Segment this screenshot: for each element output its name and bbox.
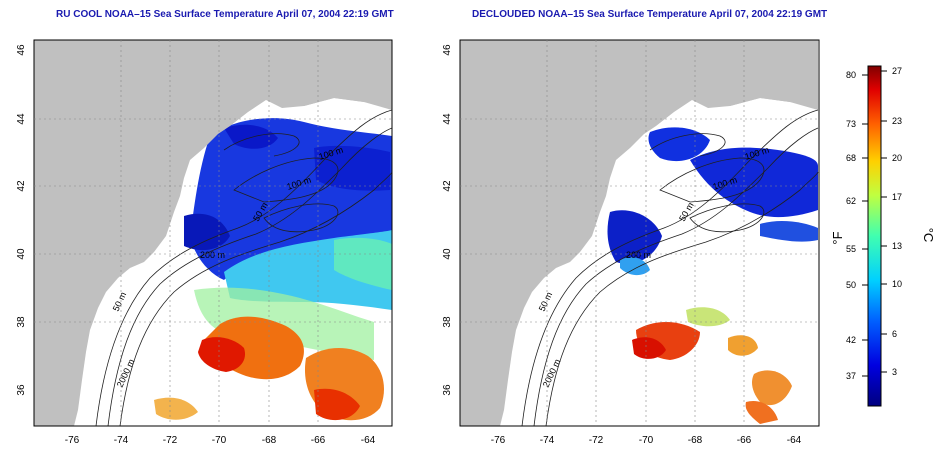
- right-lon-axis: -76 -74 -72 -70 -68 -66 -64: [491, 435, 802, 446]
- f-tick-label: 80: [846, 70, 856, 80]
- lat-tick-label: 38: [16, 316, 27, 328]
- c-tick-label: 23: [892, 116, 902, 126]
- celsius-label: °C: [921, 228, 936, 243]
- right-map-frame: [459, 39, 820, 427]
- lon-tick-label: -68: [262, 435, 277, 446]
- lon-tick-label: -76: [491, 435, 506, 446]
- lon-tick-label: -74: [114, 435, 129, 446]
- f-tick-label: 42: [846, 335, 856, 345]
- c-tick-label: 10: [892, 279, 902, 289]
- f-tick-label: 62: [846, 196, 856, 206]
- c-tick-label: 20: [892, 153, 902, 163]
- fahrenheit-label: °F: [830, 231, 845, 244]
- c-tick-label: 6: [892, 329, 897, 339]
- lon-tick-label: -64: [787, 435, 802, 446]
- right-map-panel: [460, 40, 819, 426]
- left-gridlines: [34, 40, 392, 426]
- lon-tick-label: -70: [639, 435, 654, 446]
- left-lon-axis: -76 -74 -72 -70 -68 -66 -64: [65, 435, 376, 446]
- lon-tick-label: -76: [65, 435, 80, 446]
- temperature-colorbar: 80 73 68 62 55 50 42 37 27 23 20 17 13 1…: [830, 65, 936, 407]
- contour-label: 200 m: [200, 250, 225, 260]
- right-lat-axis: 36 38 40 42 44 46: [442, 44, 453, 396]
- lat-tick-label: 44: [16, 113, 27, 125]
- lon-tick-label: -72: [163, 435, 178, 446]
- lon-tick-label: -64: [361, 435, 376, 446]
- lon-tick-label: -66: [311, 435, 326, 446]
- f-tick-label: 55: [846, 244, 856, 254]
- celsius-ticks: 27 23 20 17 13 10 6 3: [892, 66, 902, 377]
- lat-tick-label: 40: [16, 248, 27, 260]
- lat-tick-label: 46: [16, 44, 27, 56]
- lat-tick-label: 36: [442, 384, 453, 396]
- contour-label: 200 m: [626, 250, 651, 260]
- c-tick-label: 13: [892, 241, 902, 251]
- f-tick-label: 50: [846, 280, 856, 290]
- lat-tick-label: 42: [442, 180, 453, 192]
- c-tick-label: 27: [892, 66, 902, 76]
- lon-tick-label: -74: [540, 435, 555, 446]
- f-tick-label: 37: [846, 371, 856, 381]
- fahrenheit-ticks: 80 73 68 62 55 50 42 37: [846, 70, 856, 381]
- left-map-panel: [34, 40, 392, 426]
- left-lat-axis: 36 38 40 42 44 46: [16, 44, 27, 396]
- fahrenheit-tick-marks: [862, 70, 887, 377]
- colorbar-gradient: [867, 65, 882, 407]
- c-tick-label: 3: [892, 367, 897, 377]
- f-tick-label: 73: [846, 119, 856, 129]
- right-panel-title: DECLOUDED NOAA–15 Sea Surface Temperatur…: [472, 9, 828, 20]
- lon-tick-label: -72: [589, 435, 604, 446]
- lon-tick-label: -70: [212, 435, 227, 446]
- left-map-frame: [33, 39, 393, 427]
- right-gridlines: [460, 40, 819, 426]
- lon-tick-label: -66: [737, 435, 752, 446]
- c-tick-label: 17: [892, 192, 902, 202]
- lon-tick-label: -68: [688, 435, 703, 446]
- f-tick-label: 68: [846, 153, 856, 163]
- lat-tick-label: 44: [442, 113, 453, 125]
- lat-tick-label: 42: [16, 180, 27, 192]
- lat-tick-label: 46: [442, 44, 453, 56]
- lat-tick-label: 36: [16, 384, 27, 396]
- lat-tick-label: 38: [442, 316, 453, 328]
- lat-tick-label: 40: [442, 248, 453, 260]
- left-panel-title: RU COOL NOAA–15 Sea Surface Temperature …: [56, 9, 394, 20]
